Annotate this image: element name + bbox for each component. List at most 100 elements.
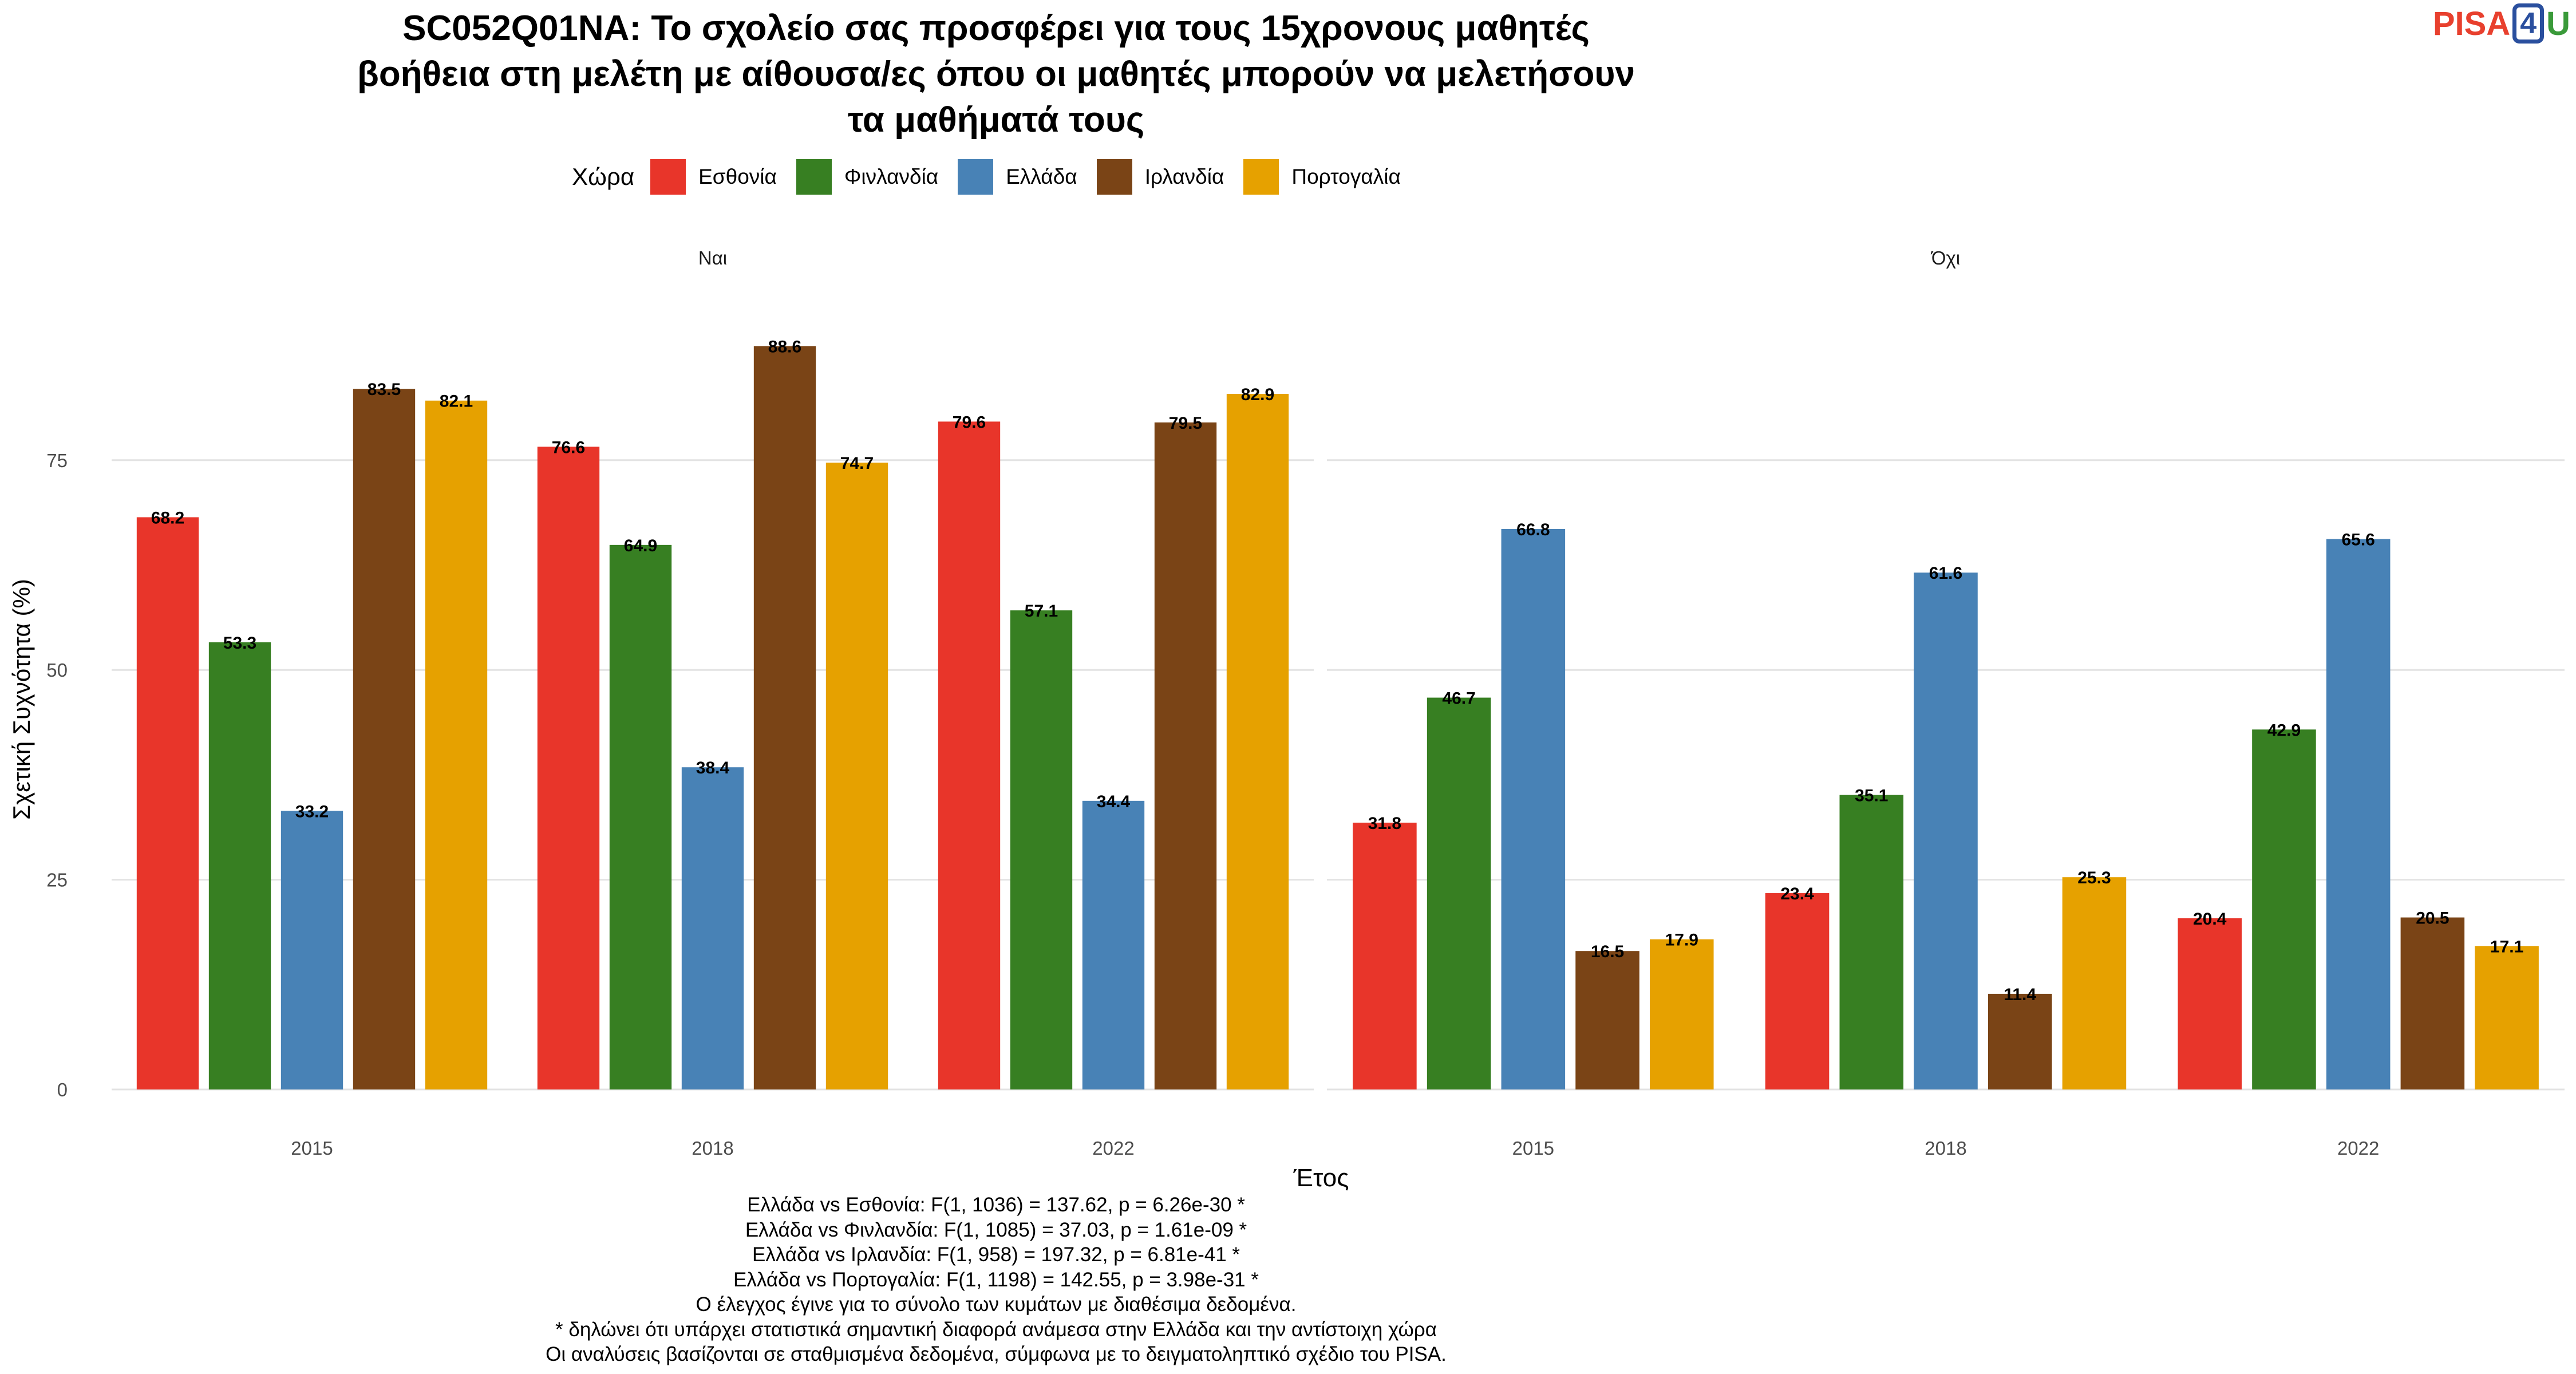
bar [1765, 893, 1830, 1089]
bar [825, 463, 888, 1089]
data-label: 11.4 [2004, 985, 2036, 1004]
data-label: 33.2 [295, 802, 329, 821]
statistical-notes: Ελλάδα vs Εσθονία: F(1, 1036) = 137.62, … [0, 1193, 1992, 1367]
logo-text-4: 4 [2512, 3, 2545, 44]
x-tick-label: 2018 [1925, 1138, 1966, 1159]
bar [280, 811, 343, 1089]
panel-label: Όχι [1930, 247, 1960, 269]
data-label: 46.7 [1442, 689, 1475, 708]
data-label: 23.4 [1780, 885, 1814, 903]
data-label: 83.5 [368, 380, 401, 399]
legend-swatch [650, 159, 686, 195]
bar [1082, 800, 1145, 1089]
bar [1914, 572, 1978, 1089]
x-tick-label: 2022 [2337, 1138, 2379, 1159]
data-label: 20.4 [2193, 910, 2227, 929]
bar [1226, 394, 1289, 1090]
data-label: 57.1 [1025, 602, 1058, 621]
legend-label: Πορτογαλία [1291, 165, 1401, 188]
bar [1649, 939, 1714, 1089]
data-label: 64.9 [624, 536, 657, 555]
bar [1988, 993, 2052, 1089]
bar [425, 400, 488, 1089]
y-tick-label: 25 [46, 870, 68, 891]
chart-legend: Χώρα Εσθονία Φινλανδία Ελλάδα Ιρλανδία Π… [0, 159, 1992, 195]
data-label: 88.6 [768, 337, 801, 356]
title-line-3: τα μαθήματά τους [847, 100, 1145, 140]
data-label: 79.6 [953, 413, 986, 432]
panel-label: Ναι [698, 247, 727, 269]
data-label: 42.9 [2267, 721, 2301, 740]
data-label: 38.4 [696, 759, 730, 777]
legend-item-ireland: Ιρλανδία [1096, 159, 1224, 195]
bar [1010, 610, 1073, 1089]
data-label: 66.8 [1516, 520, 1550, 539]
y-tick-label: 0 [57, 1079, 68, 1100]
bar [208, 642, 271, 1089]
x-axis-title: Έτος [1293, 1164, 1349, 1192]
bar [2326, 539, 2391, 1089]
title-line-1: SC052Q01NA: Το σχολείο σας προσφέρει για… [402, 9, 1590, 48]
data-label: 16.5 [1591, 942, 1624, 961]
data-label: 17.1 [2490, 937, 2523, 956]
bar [681, 767, 744, 1089]
legend-swatch [1096, 159, 1132, 195]
data-label: 65.6 [2341, 531, 2374, 550]
x-tick-label: 2015 [1512, 1138, 1554, 1159]
footer-line: Ελλάδα vs Πορτογαλία: F(1, 1198) = 142.5… [733, 1268, 1259, 1291]
bar [2252, 729, 2316, 1089]
bar [136, 517, 199, 1089]
bar [1353, 822, 1417, 1089]
bar [2062, 877, 2127, 1089]
footer-line: Ο έλεγχος έγινε για το σύνολο των κυμάτω… [696, 1293, 1297, 1316]
footer-line: Οι αναλύσεις βασίζονται σε σταθμισμένα δ… [546, 1343, 1447, 1365]
bar [1501, 528, 1566, 1089]
bar [1839, 795, 1904, 1089]
y-tick-label: 50 [46, 660, 68, 681]
bar [353, 389, 416, 1089]
x-tick-label: 2022 [1092, 1138, 1134, 1159]
legend-item-finland: Φινλανδία [796, 159, 938, 195]
footer-line: Ελλάδα vs Εσθονία: F(1, 1036) = 137.62, … [747, 1194, 1245, 1216]
bar [753, 346, 816, 1089]
y-tick-label: 75 [46, 450, 68, 471]
data-label: 34.4 [1097, 792, 1131, 811]
y-axis-title: Σχετική Συχνότητα (%) [8, 579, 35, 820]
legend-label: Φινλανδία [844, 165, 939, 188]
bar [609, 544, 672, 1089]
bar [2475, 946, 2539, 1089]
legend-item-greece: Ελλάδα [958, 159, 1077, 195]
logo-text-pisa: PISA [2432, 5, 2511, 42]
bar [1575, 951, 1639, 1089]
bar [1154, 422, 1217, 1089]
legend-swatch [1243, 159, 1279, 195]
legend-swatch [958, 159, 994, 195]
pisa4u-logo: PISA 4 U [2433, 3, 2570, 44]
chart-title: SC052Q01NA: Το σχολείο σας προσφέρει για… [0, 6, 1992, 143]
data-label: 82.1 [440, 392, 473, 411]
data-label: 35.1 [1855, 787, 1888, 806]
footer-line: Ελλάδα vs Φινλανδία: F(1, 1085) = 37.03,… [745, 1218, 1247, 1241]
footer-line: Ελλάδα vs Ιρλανδία: F(1, 958) = 197.32, … [752, 1243, 1240, 1266]
legend-item-estonia: Εσθονία [650, 159, 777, 195]
data-label: 25.3 [2077, 868, 2111, 887]
title-line-2: βοήθεια στη μελέτη με αίθουσα/ες όπου οι… [357, 54, 1635, 94]
legend-title: Χώρα [572, 163, 635, 190]
x-tick-label: 2018 [692, 1138, 733, 1159]
footer-line: * δηλώνει ότι υπάρχει στατιστικά σημαντι… [555, 1318, 1437, 1341]
data-label: 61.6 [1929, 564, 1962, 583]
bar [2178, 918, 2242, 1089]
legend-label: Ιρλανδία [1144, 165, 1224, 188]
data-label: 17.9 [1665, 931, 1698, 950]
data-label: 53.3 [223, 634, 256, 653]
x-tick-label: 2015 [291, 1138, 333, 1159]
bar [537, 447, 600, 1090]
bar [938, 421, 1001, 1090]
data-label: 20.5 [2416, 909, 2449, 928]
data-label: 74.7 [840, 454, 874, 473]
data-label: 68.2 [151, 508, 184, 527]
data-label: 76.6 [552, 438, 585, 457]
legend-label: Ελλάδα [1006, 165, 1077, 188]
bar [2400, 917, 2465, 1089]
bar [1427, 697, 1491, 1089]
